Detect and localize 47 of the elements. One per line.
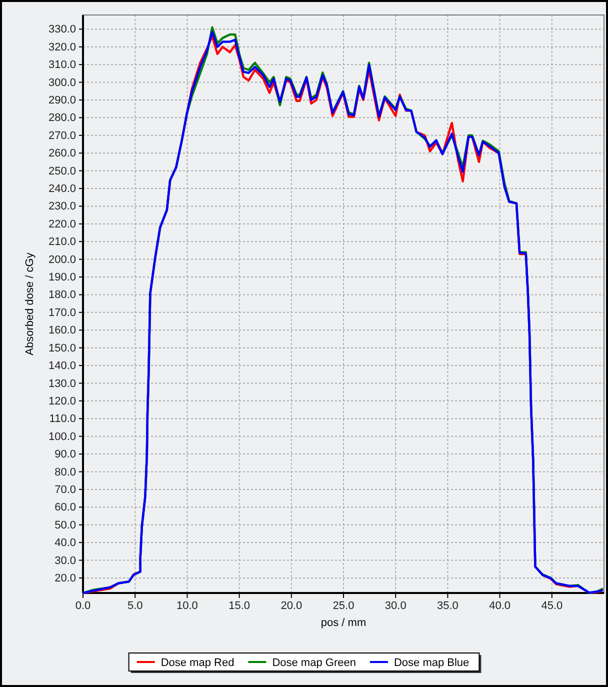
x-tick-label: 30.0 — [384, 600, 406, 612]
y-tick-label: 110.0 — [49, 413, 76, 426]
y-tick-label: 160.0 — [48, 324, 76, 337]
x-tick-label: 20.0 — [280, 600, 302, 612]
y-tick-label: 40.0 — [54, 537, 76, 550]
y-axis-title: Absorbed dose / cGy — [24, 252, 36, 356]
x-tick-label: 15.0 — [228, 600, 250, 612]
x-tick-label: 40.0 — [489, 600, 511, 612]
y-tick-label: 230.0 — [48, 200, 76, 213]
x-tick-label: 10.0 — [176, 600, 198, 612]
y-tick-label: 260.0 — [48, 148, 76, 160]
y-tick-label: 60.0 — [54, 502, 76, 514]
legend-label: Dose map Red — [160, 657, 234, 669]
x-tick-label: 45.0 — [541, 600, 563, 612]
x-tick-label: 5.0 — [127, 600, 143, 612]
y-tick-label: 220.0 — [48, 218, 76, 230]
y-tick-label: 210.0 — [48, 236, 76, 248]
y-tick-label: 250.0 — [48, 165, 76, 178]
y-tick-label: 180.0 — [48, 289, 76, 302]
x-tick-label: 35.0 — [436, 600, 458, 612]
x-tick-label: 0.0 — [75, 600, 91, 612]
x-tick-label: 25.0 — [332, 600, 354, 612]
legend-label: Dose map Green — [272, 657, 356, 669]
x-axis-title: pos / mm — [320, 617, 366, 629]
y-tick-label: 80.0 — [54, 466, 76, 478]
y-tick-label: 300.0 — [48, 76, 76, 89]
y-tick-label: 330.0 — [48, 24, 76, 36]
y-tick-label: 190.0 — [48, 272, 76, 284]
y-tick-label: 70.0 — [54, 484, 76, 496]
y-tick-label: 140.0 — [48, 360, 76, 372]
y-tick-label: 320.0 — [48, 41, 76, 54]
y-tick-label: 50.0 — [54, 519, 76, 532]
y-tick-label: 30.0 — [54, 554, 76, 567]
y-tick-label: 90.0 — [54, 448, 76, 461]
y-tick-label: 170.0 — [48, 306, 76, 319]
y-tick-label: 270.0 — [48, 130, 76, 142]
y-tick-label: 150.0 — [48, 342, 76, 354]
y-tick-label: 310.0 — [48, 59, 76, 72]
y-tick-label: 280.0 — [48, 112, 76, 124]
legend-label: Dose map Blue — [394, 657, 470, 669]
y-tick-label: 200.0 — [48, 254, 76, 266]
y-tick-label: 120.0 — [48, 395, 76, 408]
y-tick-label: 130.0 — [48, 378, 76, 390]
y-tick-label: 290.0 — [48, 94, 76, 106]
y-tick-label: 240.0 — [48, 183, 76, 196]
y-tick-label: 20.0 — [54, 572, 76, 584]
y-tick-label: 100.0 — [48, 430, 76, 443]
